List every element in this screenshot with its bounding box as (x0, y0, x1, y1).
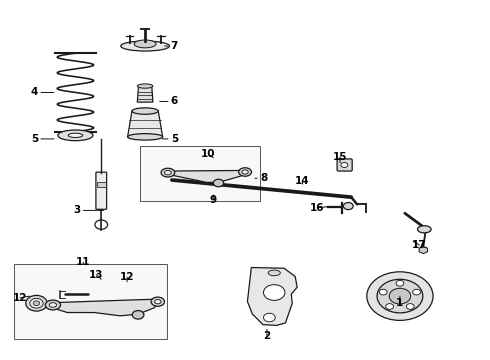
Bar (14, 264, 167, 339)
Circle shape (413, 289, 420, 295)
Circle shape (213, 179, 223, 187)
Ellipse shape (161, 168, 175, 177)
Bar (97, 182, 106, 187)
Ellipse shape (417, 226, 431, 233)
Polygon shape (247, 267, 297, 325)
FancyBboxPatch shape (337, 159, 352, 171)
Circle shape (389, 288, 411, 304)
Circle shape (406, 303, 414, 309)
Text: 5: 5 (31, 134, 54, 144)
Ellipse shape (137, 84, 153, 88)
Ellipse shape (127, 134, 163, 140)
Ellipse shape (268, 270, 280, 276)
Circle shape (264, 313, 275, 322)
Text: 6: 6 (160, 96, 178, 107)
Ellipse shape (45, 300, 61, 310)
Text: 5: 5 (162, 134, 178, 144)
Text: 15: 15 (333, 152, 347, 163)
Ellipse shape (58, 130, 93, 141)
Text: 12: 12 (120, 272, 134, 282)
Text: 7: 7 (165, 41, 178, 51)
Circle shape (379, 289, 387, 295)
Circle shape (341, 162, 348, 167)
Circle shape (386, 303, 393, 309)
Text: 9: 9 (210, 195, 217, 205)
Ellipse shape (239, 168, 251, 176)
Circle shape (377, 279, 423, 313)
Circle shape (343, 203, 353, 210)
Circle shape (367, 272, 433, 320)
Polygon shape (167, 170, 246, 183)
Text: 12: 12 (13, 293, 30, 303)
Ellipse shape (68, 133, 83, 138)
Circle shape (396, 280, 404, 286)
Polygon shape (419, 247, 428, 253)
Text: 8: 8 (255, 173, 267, 183)
Ellipse shape (134, 40, 156, 48)
Text: 17: 17 (412, 240, 427, 250)
Circle shape (26, 296, 47, 311)
Text: 4: 4 (31, 87, 54, 98)
Text: 10: 10 (201, 149, 216, 159)
Ellipse shape (121, 41, 170, 51)
Text: 13: 13 (89, 270, 104, 280)
Polygon shape (137, 86, 153, 102)
Ellipse shape (165, 170, 172, 175)
Polygon shape (127, 111, 163, 137)
Text: 11: 11 (76, 257, 91, 267)
Polygon shape (51, 299, 159, 316)
Ellipse shape (49, 303, 56, 307)
Text: 3: 3 (74, 205, 104, 215)
Text: 14: 14 (295, 176, 310, 186)
Text: 16: 16 (310, 203, 327, 213)
Ellipse shape (242, 170, 248, 174)
Ellipse shape (155, 300, 161, 304)
Circle shape (30, 298, 43, 308)
Circle shape (33, 301, 40, 306)
FancyBboxPatch shape (140, 146, 260, 202)
Circle shape (264, 285, 285, 300)
Text: 1: 1 (396, 296, 404, 308)
Circle shape (132, 311, 144, 319)
FancyBboxPatch shape (96, 172, 107, 209)
Text: 2: 2 (263, 329, 270, 342)
Ellipse shape (151, 297, 165, 306)
Ellipse shape (132, 108, 158, 114)
